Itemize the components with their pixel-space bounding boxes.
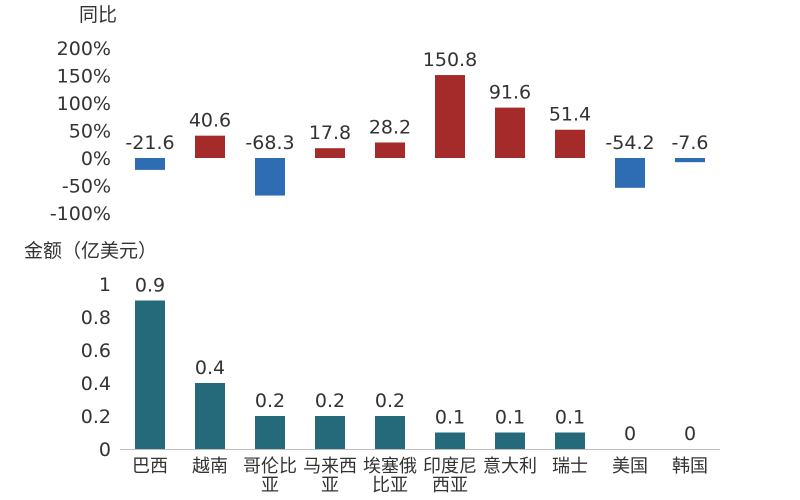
yoy-bar — [555, 129, 585, 158]
amount-bar — [135, 300, 165, 449]
amount-bar-chart: 1 0.8 0.6 0.4 0.2 0 0.9 0.4 0.2 0.2 0.2 0.1 0.1 0.1 0 0… — [81, 274, 720, 496]
yoy-value-label: -68.3 — [245, 132, 294, 154]
yoy-value-label: 28.2 — [369, 116, 411, 138]
x-tick-label: 印度尼西亚 — [423, 456, 477, 496]
yoy-bar — [675, 158, 705, 163]
yoy-bar — [615, 158, 645, 188]
x-tick-label: 越南 — [192, 456, 228, 477]
top-y-tick-label: 200% — [57, 38, 111, 60]
x-tick-label: 韩国 — [672, 456, 708, 477]
bottom-y-tick-label: 0 — [99, 439, 111, 461]
amount-bar — [195, 383, 225, 449]
x-tick-label: 意大利 — [483, 456, 537, 477]
top-y-tick-label: 0% — [81, 148, 111, 170]
yoy-value-label: 51.4 — [549, 104, 591, 126]
yoy-value-label: 17.8 — [309, 122, 351, 144]
yoy-value-label: -7.6 — [671, 132, 708, 154]
amount-value-label: 0.1 — [435, 407, 465, 429]
top-y-tick-label: 100% — [57, 93, 111, 115]
yoy-bar — [195, 135, 225, 158]
top-y-tick-label: -50% — [62, 176, 111, 198]
x-tick-label: 巴西 — [132, 456, 168, 477]
amount-bar — [255, 416, 285, 449]
bottom-y-axis-label: 金额（亿美元） — [24, 240, 158, 262]
amount-value-label: 0.2 — [375, 390, 405, 412]
top-y-tick-label: 50% — [69, 121, 111, 143]
yoy-value-label: -54.2 — [605, 132, 654, 154]
amount-value-label: 0.9 — [135, 275, 165, 297]
amount-value-label: 0 — [684, 423, 696, 445]
yoy-value-label: -21.6 — [125, 132, 174, 154]
top-y-tick-label: -100% — [50, 203, 111, 225]
x-tick-label: 哥伦比亚 — [243, 456, 297, 496]
yoy-bar-chart: 200% 150% 100% 50% 0% -50% -100% -21.6 40.6 -68.3… — [50, 38, 709, 225]
amount-bar — [375, 416, 405, 449]
yoy-bar — [375, 142, 405, 158]
yoy-bar — [495, 107, 525, 158]
x-tick-label: 埃塞俄比亚 — [363, 456, 417, 496]
bottom-y-tick-label: 0.4 — [81, 373, 111, 395]
amount-value-label: 0.1 — [495, 407, 525, 429]
yoy-value-label: 40.6 — [189, 110, 231, 132]
top-y-tick-label: 150% — [57, 66, 111, 88]
yoy-bar — [315, 148, 345, 158]
yoy-value-label: 150.8 — [423, 49, 477, 71]
amount-bar — [555, 432, 585, 449]
amount-value-label: 0.2 — [255, 390, 285, 412]
amount-value-label: 0.1 — [555, 407, 585, 429]
top-y-axis-label: 同比 — [79, 4, 118, 26]
x-tick-label: 马来西亚 — [303, 456, 357, 496]
yoy-bar — [255, 158, 285, 196]
bottom-y-tick-label: 0.6 — [81, 340, 111, 362]
yoy-bar — [135, 158, 165, 170]
x-tick-label: 美国 — [612, 456, 648, 477]
bottom-y-tick-label: 0.2 — [81, 406, 111, 428]
bottom-y-tick-label: 0.8 — [81, 307, 111, 329]
amount-value-label: 0.4 — [195, 357, 225, 379]
yoy-value-label: 91.6 — [489, 82, 531, 104]
amount-value-label: 0 — [624, 423, 636, 445]
amount-bar — [315, 416, 345, 449]
amount-value-label: 0.2 — [315, 390, 345, 412]
x-tick-label: 瑞士 — [552, 456, 588, 477]
yoy-bar — [435, 75, 465, 158]
amount-bar — [495, 432, 525, 449]
bottom-y-tick-label: 1 — [99, 274, 111, 296]
amount-bar — [435, 432, 465, 449]
